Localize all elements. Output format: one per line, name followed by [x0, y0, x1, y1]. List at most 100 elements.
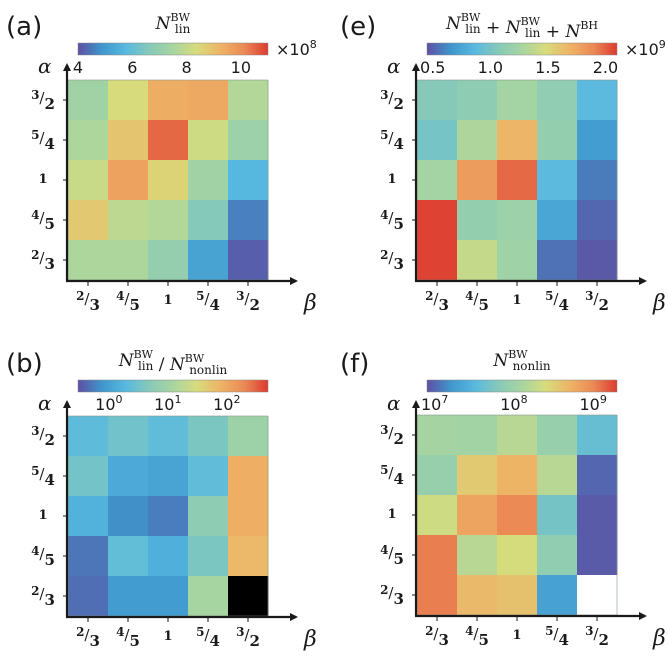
x-tick-label: 2/3 [425, 289, 449, 314]
heatmap-cell [148, 456, 189, 497]
heatmap-cell [577, 575, 618, 616]
heatmap-cell [537, 455, 578, 496]
heatmap-cell [577, 455, 618, 496]
x-tick-label: 1 [163, 293, 172, 308]
heatmap-cell [68, 576, 109, 617]
x-tick-label: 5/4 [196, 625, 220, 650]
heatmap-cell [148, 120, 189, 161]
colorbar-tick-label: 100 [95, 393, 122, 414]
panel-label: (a) [6, 12, 42, 42]
x-tick-label: 2/3 [76, 625, 100, 650]
heatmap-cell [537, 415, 578, 456]
heatmap-cell [537, 160, 578, 201]
heatmap-cell [148, 576, 189, 617]
heatmap-cell [188, 160, 229, 201]
heatmap-cell [537, 80, 578, 121]
heatmap-cell [188, 536, 229, 577]
x-axis-label: β [652, 626, 666, 651]
colorbar [426, 379, 618, 393]
x-tick-label: 1 [163, 629, 172, 644]
heatmap-cell [228, 160, 269, 201]
heatmap-cell [577, 120, 618, 161]
heatmap-cell [68, 416, 109, 457]
heatmap-cell [497, 200, 538, 241]
colorbar-title: NBW lin / NBW nonlin [118, 348, 228, 377]
y-tick-label: 3/2 [31, 88, 55, 113]
heatmap-cell [577, 495, 618, 536]
heatmap-cell [108, 160, 149, 201]
heatmap-cell [537, 240, 578, 281]
heatmap-cell [417, 575, 458, 616]
heatmap-cell [228, 120, 269, 161]
heatmap-cell [108, 416, 149, 457]
heatmap-cell [108, 240, 149, 281]
heatmap-cell [417, 535, 458, 576]
y-tick-label: 1 [38, 508, 47, 523]
heatmap-cell [148, 160, 189, 201]
heatmap-cell [228, 416, 269, 457]
heatmap-panel-b: (b) NBW lin / NBW nonlin 100 101 102 α β 3/2 5/4 1 4… [6, 348, 317, 652]
colorbar-tick-label: 10 [231, 58, 251, 77]
heatmap-cell [577, 200, 618, 241]
heatmap-cell [228, 456, 269, 497]
heatmap-cell [68, 160, 109, 201]
heatmap-cell [228, 240, 269, 281]
x-tick-label: 2/3 [425, 624, 449, 649]
y-tick-label: 1 [38, 172, 47, 187]
heatmap-cell [417, 200, 458, 241]
y-tick-label: 2/3 [31, 248, 55, 273]
colorbar-tick-label: 4 [73, 58, 83, 77]
heatmap-cell [68, 200, 109, 241]
x-tick-label: 1 [512, 293, 521, 308]
heatmap-cell [148, 496, 189, 537]
colorbar [77, 42, 269, 56]
y-tick-label: 5/4 [380, 128, 404, 153]
x-tick-label: 3/2 [236, 625, 260, 650]
heatmap-cell [188, 416, 229, 457]
colorbar-tick-label: 0.5 [420, 58, 445, 77]
heatmap-cell [108, 536, 149, 577]
heatmap-cell [68, 496, 109, 537]
heatmap-cell [457, 415, 498, 456]
heatmap-cell [457, 535, 498, 576]
colorbar-tick-label: 102 [213, 393, 240, 414]
heatmap-cell [457, 120, 498, 161]
y-tick-label: 3/2 [380, 88, 404, 113]
heatmap-cell [577, 535, 618, 576]
y-tick-label: 2/3 [31, 584, 55, 609]
y-tick-label: 4/5 [31, 208, 55, 233]
heatmap-cell [228, 576, 269, 617]
heatmap-cell [228, 80, 269, 121]
heatmap-cell [188, 120, 229, 161]
heatmap-cell [68, 120, 109, 161]
colorbar [426, 42, 618, 56]
y-axis-label: α [387, 391, 401, 415]
heatmap-cell [457, 495, 498, 536]
y-tick-label: 1 [387, 507, 396, 522]
heatmap-cell [188, 80, 229, 121]
y-axis-label: α [38, 391, 52, 415]
panel-label: (f) [340, 349, 369, 379]
colorbar [77, 379, 269, 393]
x-tick-label: 5/4 [545, 289, 569, 314]
heatmap-cell [417, 240, 458, 281]
heatmap-cell [457, 575, 498, 616]
x-axis-label: β [652, 291, 666, 316]
heatmap-cell [457, 80, 498, 121]
panel-label: (e) [340, 12, 376, 42]
heatmap-cell [417, 455, 458, 496]
x-tick-label: 4/5 [465, 624, 489, 649]
heatmap-cell [577, 80, 618, 121]
x-tick-label: 1 [512, 628, 521, 643]
colorbar-title: NBW nonlin [492, 348, 551, 373]
heatmap-cell [228, 536, 269, 577]
heatmap-cell [457, 240, 498, 281]
colorbar-tick-label: 6 [127, 58, 137, 77]
colorbar-multiplier: ×109 [625, 38, 666, 59]
x-tick-label: 3/2 [585, 289, 609, 314]
x-tick-label: 4/5 [465, 289, 489, 314]
x-tick-label: 2/3 [76, 289, 100, 314]
heatmap-cell [108, 80, 149, 121]
heatmap-panel-f: (f) NBW nonlin 107 108 109 α β 3/2 5/4 1 4/5 2/3 2/3 4… [340, 348, 666, 651]
